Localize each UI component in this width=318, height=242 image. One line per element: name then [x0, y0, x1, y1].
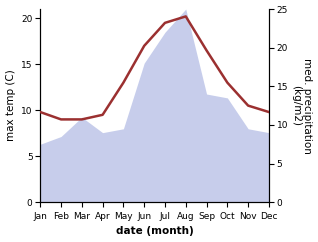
X-axis label: date (month): date (month) [116, 227, 193, 236]
Y-axis label: med. precipitation
(kg/m2): med. precipitation (kg/m2) [291, 58, 313, 153]
Y-axis label: max temp (C): max temp (C) [5, 70, 16, 142]
